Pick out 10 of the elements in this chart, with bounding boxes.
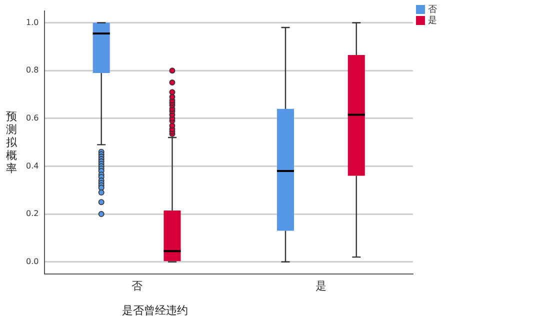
x-axis-title: 是否曾经违约 (121, 303, 189, 318)
y-tick-label: 0.8 (26, 66, 39, 75)
y-tick-label: 0.6 (26, 113, 39, 122)
y-tick-label: 0.4 (26, 161, 39, 170)
legend-label: 是 (428, 14, 437, 27)
y-tick-label: 1.0 (26, 18, 39, 27)
y-axis-title: 预测拟概率 (6, 110, 18, 175)
legend-label: 否 (428, 4, 437, 16)
y-tick-label: 0.2 (26, 209, 39, 218)
y-tick-label: 0.0 (26, 256, 39, 266)
